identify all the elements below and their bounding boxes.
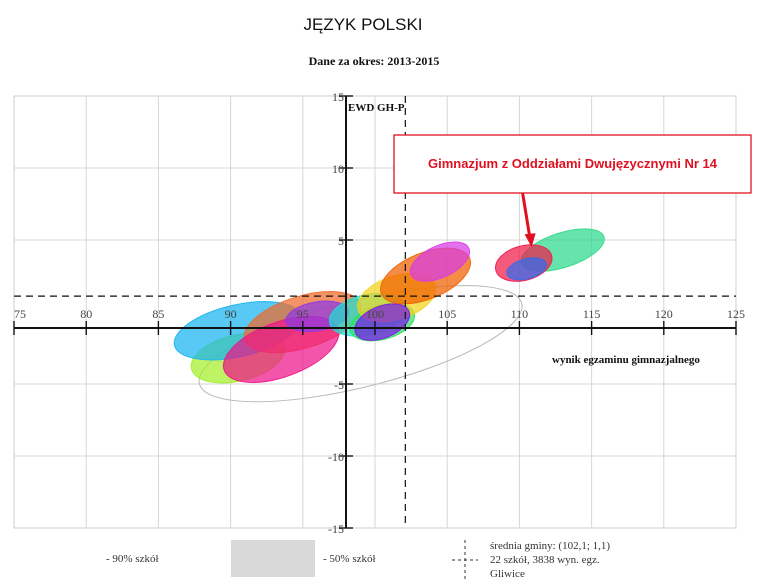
callout-box xyxy=(393,134,752,194)
x-tick-label: 100 xyxy=(366,307,384,321)
x-tick-label: 105 xyxy=(438,307,456,321)
school-ellipse-14 xyxy=(506,257,547,281)
x-tick-label: 80 xyxy=(80,307,92,321)
school-callout: Gimnazjum z Oddziałami Dwujęzycznymi Nr … xyxy=(393,134,752,248)
callout-arrowhead xyxy=(524,233,536,248)
x-tick-label: 115 xyxy=(583,307,601,321)
x-tick-label: 90 xyxy=(225,307,237,321)
x-tick-label: 120 xyxy=(655,307,673,321)
mean-cross-icon xyxy=(452,540,478,580)
chart-title: JĘZYK POLSKI xyxy=(303,15,422,34)
callout-arrow xyxy=(521,192,532,237)
x-tick-label: 95 xyxy=(297,307,309,321)
y-tick-label: -10 xyxy=(328,450,344,464)
y-axis-label: EWD GH-P xyxy=(348,102,405,114)
legend-90: - 90% szkół xyxy=(106,553,159,565)
school-ellipse-9 xyxy=(354,303,411,341)
x-tick-label: 110 xyxy=(511,307,529,321)
x-tick-label: 125 xyxy=(727,307,745,321)
y-tick-label: 15 xyxy=(332,90,344,104)
ellipses xyxy=(173,228,605,403)
axes: 75 80 85 90 95 100 105 110 115 120 12515105-5-10-1… xyxy=(13,90,745,536)
school-ellipse-11 xyxy=(409,241,471,282)
y-tick-label: 10 xyxy=(332,162,344,176)
legend-50: - 50% szkół xyxy=(323,553,376,565)
callout-text: Gimnazjum z Oddziałami Dwujęzycznymi Nr … xyxy=(428,156,718,171)
legend-50-swatch xyxy=(231,540,315,577)
y-tick-label: 5 xyxy=(338,234,344,248)
y-tick-label: -15 xyxy=(328,522,344,536)
y-tick-label: -5 xyxy=(334,378,344,392)
legend-mean: średnia gminy: (102,1; 1,1) xyxy=(490,540,610,552)
legend: - 90% szkół - 50% szkół średnia gminy: (… xyxy=(106,540,610,580)
legend-city: Gliwice xyxy=(490,568,525,580)
chart-subtitle: Dane za okres: 2013-2015 xyxy=(309,54,440,68)
x-tick-label: 75 xyxy=(14,307,26,321)
x-axis-label: wynik egzaminu gimnazjalnego xyxy=(552,354,700,366)
x-tick-label: 85 xyxy=(152,307,164,321)
legend-count: 22 szkół, 3838 wyn. egz. xyxy=(490,554,600,566)
